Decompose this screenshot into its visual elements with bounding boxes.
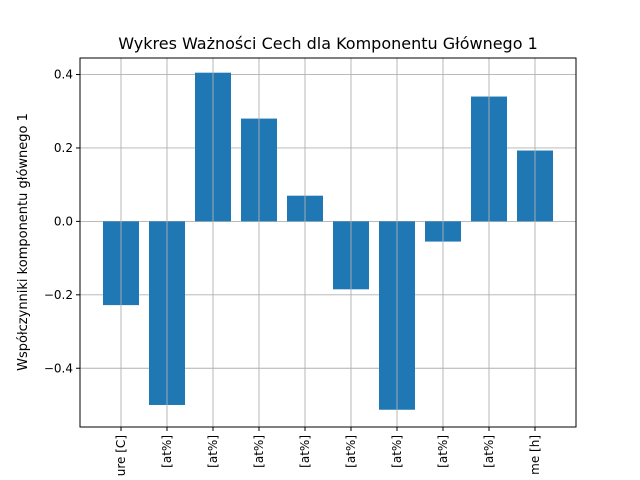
x-axis-ticks: ure [C] [at%] [at%] [at%] [at%] [at%] [at%] [at… <box>114 427 542 476</box>
y-tick-label: 0.0 <box>54 214 73 228</box>
x-tick-label: [at%] <box>344 435 358 468</box>
y-tick-label: 0.2 <box>54 141 73 155</box>
bars <box>103 72 553 410</box>
y-tick-label: −0.2 <box>44 288 73 302</box>
y-axis-ticks: −0.4 −0.2 0.0 0.2 0.4 <box>44 68 80 375</box>
x-tick-label: [at%] <box>252 435 266 468</box>
vertical-grid-lines <box>120 58 536 427</box>
y-tick-label: 0.4 <box>54 68 73 82</box>
x-tick-label: [at%] <box>436 435 450 468</box>
x-tick-label: [at%] <box>390 435 404 468</box>
y-axis-label: Współczynniki komponentu głównego 1 <box>16 113 31 371</box>
x-tick-label: [at%] <box>206 435 220 468</box>
x-tick-label: [at%] <box>160 435 174 468</box>
x-tick-label: [at%] <box>298 435 312 468</box>
x-tick-label: ure [C] <box>114 435 128 476</box>
x-tick-label: me [h] <box>528 435 542 475</box>
chart-title: Wykres Ważności Cech dla Komponentu Głów… <box>118 34 538 53</box>
plot-area-frame <box>79 57 577 428</box>
x-tick-label: [at%] <box>482 435 496 468</box>
y-tick-label: −0.4 <box>44 361 73 375</box>
